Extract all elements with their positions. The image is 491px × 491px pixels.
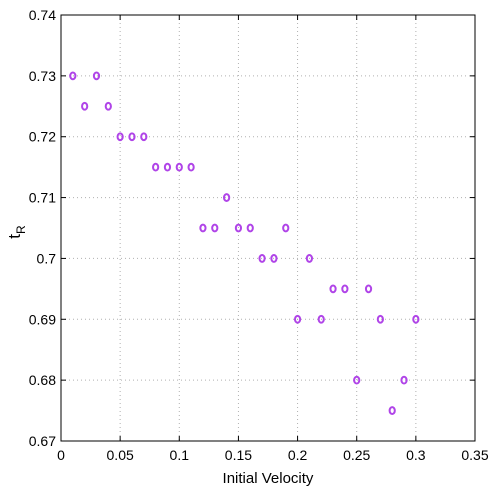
data-point [199, 223, 207, 233]
y-axis-label: tR [5, 225, 28, 239]
y-tick-label: 0.68 [29, 372, 56, 388]
x-tick-label: 0.15 [225, 447, 252, 463]
y-tick-label: 0.67 [29, 433, 56, 449]
y-tick-label: 0.7 [37, 250, 57, 266]
data-point [81, 101, 89, 111]
x-tick-labels: 0 0.05 0.1 0.15 0.2 0.25 0.3 0.35 [57, 447, 489, 463]
data-point [376, 314, 384, 324]
x-tick-label: 0.3 [406, 447, 426, 463]
data-point [400, 375, 408, 385]
data-point [364, 284, 373, 294]
x-tick-label: 0.05 [107, 447, 134, 463]
x-tick-label: 0.35 [461, 447, 488, 463]
data-point [258, 254, 266, 263]
data-point [104, 101, 112, 111]
data-point [234, 223, 243, 233]
data-point [270, 254, 278, 263]
x-tick-label: 0.25 [343, 447, 370, 463]
axis-ticks [60, 14, 476, 442]
data-point [341, 284, 349, 294]
x-axis-label: Initial Velocity [223, 470, 314, 487]
data-point [293, 314, 302, 324]
data-point [282, 223, 290, 233]
data-point [317, 314, 325, 324]
data-point [140, 132, 148, 142]
data-point [69, 71, 77, 81]
plot-frame [60, 14, 476, 442]
y-tick-label: 0.73 [29, 68, 56, 84]
y-tick-label: 0.74 [29, 7, 56, 23]
y-axis-label-subscript: R [14, 225, 28, 234]
data-point [116, 132, 124, 142]
data-point [92, 71, 101, 81]
data-point [329, 284, 337, 294]
y-tick-label: 0.69 [29, 311, 56, 327]
data-point [223, 193, 231, 202]
x-tick-label: 0 [57, 447, 65, 463]
x-tick-label: 0.2 [288, 447, 308, 463]
data-point [187, 162, 195, 172]
y-tick-label: 0.71 [29, 190, 56, 206]
data-point [175, 162, 183, 172]
data-point [128, 132, 136, 142]
data-point [211, 223, 219, 233]
data-points [69, 71, 420, 415]
grid [61, 15, 475, 441]
data-point [152, 162, 160, 172]
data-point [246, 223, 254, 233]
data-point [353, 375, 361, 385]
data-point [412, 314, 420, 324]
y-axis-label-main: t [5, 234, 24, 239]
x-tick-label: 0.1 [170, 447, 190, 463]
y-tick-labels: 0.67 0.68 0.69 0.7 0.71 0.72 0.73 0.74 [29, 7, 56, 449]
y-tick-label: 0.72 [29, 129, 56, 145]
data-point [388, 406, 396, 415]
data-point [163, 162, 172, 172]
data-point [305, 254, 313, 263]
